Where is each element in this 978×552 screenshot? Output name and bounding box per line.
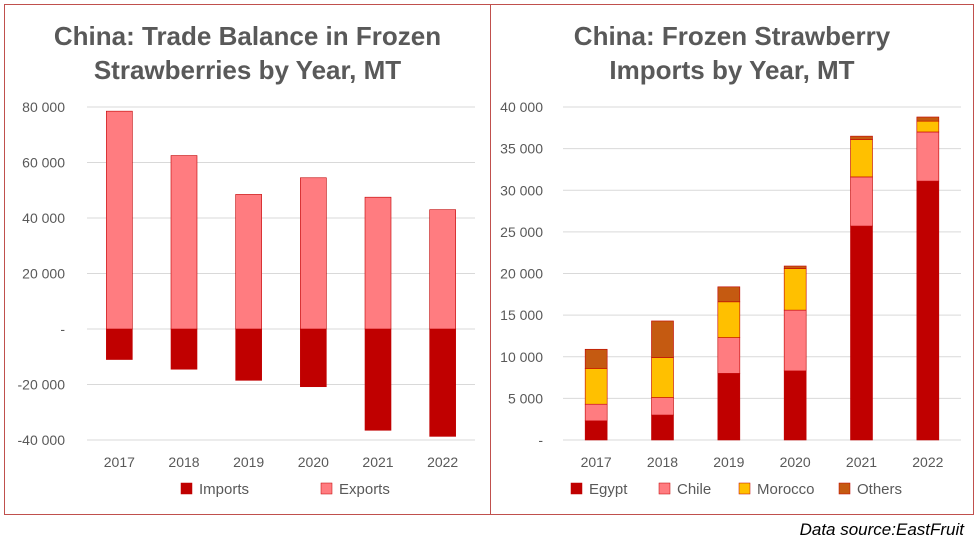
bar-chile-2022 — [916, 131, 940, 182]
trade-balance-chart-panel: China: Trade Balance in Frozen Strawberr… — [4, 4, 491, 515]
bar-chile-2021 — [850, 176, 873, 227]
y-tick-label: 25 000 — [500, 224, 543, 240]
x-tick-label: 2019 — [713, 454, 744, 470]
y-tick-label: 60 000 — [22, 155, 65, 171]
imports-chart: 40 000 35 000 30 000 25 000 20 000 15 000 10 0… — [500, 99, 961, 498]
bar-others-2021 — [850, 135, 873, 140]
trade-balance-title-line-2: Strawberries by Year, MT — [93, 55, 402, 85]
legend-swatch-exports — [320, 482, 333, 495]
bar-morocco-2019 — [717, 301, 741, 338]
bar-egypt-2021 — [850, 225, 873, 441]
bar-egypt-2022 — [916, 180, 940, 441]
legend-swatch-chile — [658, 482, 671, 495]
trade-balance-chart: 80 000 60 000 40 000 20 000 - -20 000 -40 000 2… — [18, 99, 475, 498]
legend-swatch-egypt — [570, 482, 583, 495]
y-tick-label: 40 000 — [500, 99, 543, 115]
legend-swatch-imports — [180, 482, 193, 495]
y-tick-label: - — [60, 321, 65, 337]
legend-label-imports: Imports — [199, 481, 249, 498]
bar-chile-2017 — [584, 403, 608, 422]
legend-label-egypt: Egypt — [589, 481, 628, 498]
legend-label-exports: Exports — [339, 481, 390, 498]
y-tick-label: 20 000 — [500, 266, 543, 282]
y-tick-label: 10 000 — [500, 349, 543, 365]
bar-exports-2017 — [106, 110, 133, 330]
x-tick-label: 2018 — [168, 454, 199, 470]
bar-exports-2021 — [364, 196, 392, 330]
imports-title-line-1: China: Frozen Strawberry — [573, 21, 891, 51]
imports-chart-panel: China: Frozen Strawberry Imports by Year… — [490, 4, 974, 515]
x-tick-label: 2020 — [780, 454, 811, 470]
x-tick-label: 2019 — [233, 454, 264, 470]
bar-egypt-2017 — [584, 420, 608, 441]
y-tick-label: -40 000 — [18, 432, 66, 448]
bar-egypt-2018 — [651, 414, 674, 441]
bar-exports-2022 — [429, 209, 456, 330]
bar-others-2020 — [783, 265, 807, 269]
y-tick-label: 80 000 — [22, 99, 65, 115]
bar-imports-2022 — [429, 328, 456, 437]
y-tick-label: 20 000 — [22, 266, 65, 282]
bar-morocco-2017 — [584, 368, 608, 405]
legend-swatch-others — [838, 482, 851, 495]
bar-chile-2020 — [783, 309, 807, 372]
x-tick-label: 2022 — [912, 454, 943, 470]
bar-egypt-2020 — [783, 370, 807, 441]
trade-balance-title-line-1: China: Trade Balance in Frozen — [53, 21, 442, 51]
bar-imports-2020 — [300, 328, 327, 388]
bar-chile-2019 — [717, 337, 741, 374]
y-tick-label: 30 000 — [500, 182, 543, 198]
bar-imports-2021 — [364, 328, 392, 431]
bar-imports-2019 — [235, 328, 262, 381]
x-tick-label: 2017 — [104, 454, 135, 470]
bar-morocco-2020 — [783, 268, 807, 311]
y-tick-label: 5 000 — [508, 390, 543, 406]
y-tick-label: 15 000 — [500, 307, 543, 323]
y-tick-label: -20 000 — [18, 377, 66, 393]
bar-imports-2017 — [106, 328, 133, 360]
bar-others-2022 — [916, 116, 940, 122]
x-tick-label: 2021 — [362, 454, 393, 470]
imports-title-line-2: Imports by Year, MT — [609, 55, 855, 85]
x-tick-label: 2017 — [581, 454, 612, 470]
legend-label-chile: Chile — [677, 481, 711, 498]
x-tick-label: 2021 — [846, 454, 877, 470]
y-tick-label: 35 000 — [500, 141, 543, 157]
legend-label-others: Others — [857, 481, 902, 498]
legend-label-morocco: Morocco — [757, 481, 815, 498]
imports-chart-title: China: Frozen Strawberry Imports by Year… — [491, 19, 973, 87]
bar-others-2019 — [717, 286, 741, 303]
legend-swatch-morocco — [738, 482, 751, 495]
bar-exports-2019 — [235, 194, 262, 330]
bar-chile-2018 — [651, 397, 674, 416]
bar-morocco-2022 — [916, 120, 940, 133]
y-tick-label: 40 000 — [22, 210, 65, 226]
bar-imports-2018 — [170, 328, 198, 370]
bar-others-2018 — [651, 320, 674, 358]
bar-morocco-2021 — [850, 139, 873, 178]
x-tick-label: 2022 — [427, 454, 458, 470]
bar-egypt-2019 — [717, 373, 741, 441]
bar-exports-2018 — [170, 155, 198, 330]
x-tick-label: 2020 — [298, 454, 329, 470]
trade-balance-chart-title: China: Trade Balance in Frozen Strawberr… — [5, 19, 490, 87]
bar-exports-2020 — [300, 177, 327, 330]
bar-morocco-2018 — [651, 357, 674, 398]
data-source-note: Data source:EastFruit — [799, 520, 964, 539]
x-tick-label: 2018 — [647, 454, 678, 470]
bar-others-2017 — [584, 348, 608, 369]
y-tick-label: - — [538, 432, 543, 448]
